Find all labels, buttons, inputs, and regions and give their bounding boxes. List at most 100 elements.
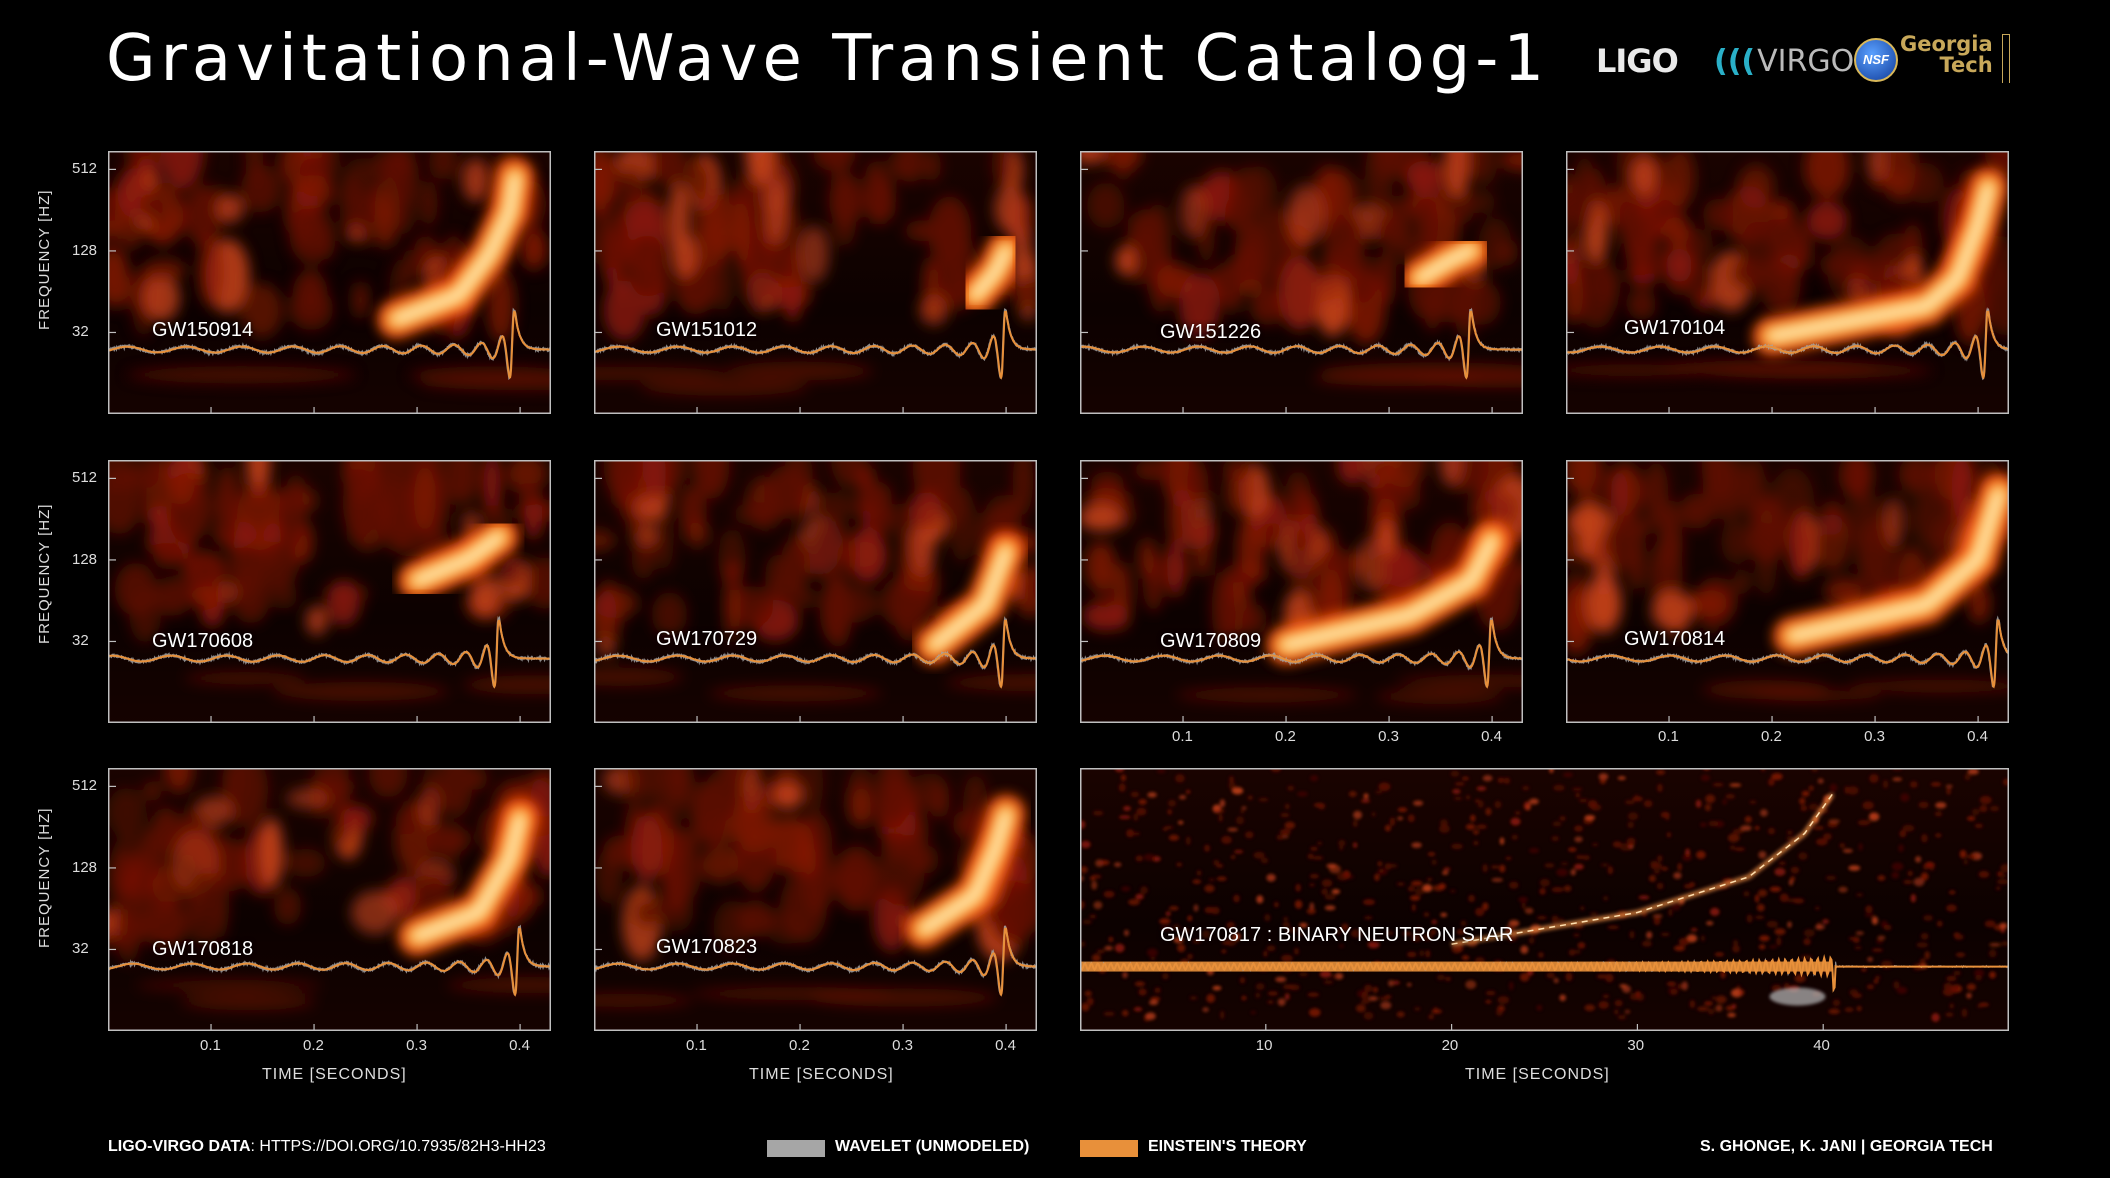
noise-blob [864, 159, 886, 206]
x-axis-title-right: TIME [SECONDS] [1465, 1066, 1610, 1083]
noise-blob [1231, 787, 1244, 795]
noise-blob [1936, 920, 1943, 927]
noise-blob [1397, 816, 1404, 820]
noise-blob [694, 194, 734, 269]
noise-blob [1374, 873, 1380, 881]
event-label: GW151012 [656, 319, 758, 341]
noise-blob [1296, 791, 1308, 797]
noise-blob [1258, 797, 1269, 802]
noise-blob [1520, 945, 1529, 954]
x-tick-label: 0.3 [1864, 728, 1885, 745]
noise-blob [1568, 847, 1577, 852]
spectrogram-panel: GW170814 [1566, 460, 2009, 723]
noise-blob [1187, 953, 1193, 960]
noise-blob [1461, 776, 1469, 781]
footer-data-link[interactable]: : HTTPS://DOI.ORG/10.7935/82H3-HH23 [250, 1138, 546, 1155]
noise-blob [1241, 806, 1247, 810]
noise-blob [1473, 840, 1479, 846]
noise-blob [1337, 460, 1367, 485]
noise-blob [1431, 859, 1437, 866]
noise-blob [1138, 799, 1147, 805]
panel-frame [594, 768, 1037, 1031]
noise-blob [667, 845, 702, 902]
chirp-track [1772, 472, 2009, 657]
noise-blob [1686, 934, 1698, 943]
noise-blob [1920, 872, 1929, 881]
noise-blob [1707, 1008, 1715, 1015]
einstein-waveform [594, 310, 1037, 380]
virgo-logo: (((VIRGO [1714, 44, 1854, 79]
noise-blob [154, 577, 193, 616]
noise-blob [1585, 575, 1622, 634]
noise-band [272, 681, 449, 702]
noise-blob [1080, 840, 1091, 849]
noise-blob [1324, 905, 1336, 911]
noise-blob [1317, 841, 1322, 846]
noise-blob [1875, 975, 1881, 980]
noise-blob [1652, 914, 1663, 919]
noise-blob [1732, 939, 1739, 946]
noise-blob [1779, 893, 1789, 903]
noise-blob [1172, 924, 1181, 931]
noise-blob [1275, 976, 1287, 983]
noise-blob [763, 578, 804, 600]
noise-blob [1575, 792, 1581, 798]
noise-blob [1769, 886, 1782, 892]
chirp-track [1399, 230, 1492, 299]
noise-blob [1580, 906, 1585, 911]
noise-blob [1756, 903, 1765, 912]
virgo-waves-icon: ((( [1714, 44, 1756, 79]
noise-blob [1539, 878, 1551, 887]
noise-blob [811, 492, 857, 522]
noise-blob [1598, 773, 1609, 781]
noise-blob [1842, 460, 1861, 494]
noise-blob [799, 225, 830, 283]
noise-band [180, 993, 316, 1011]
noise-blob [1903, 879, 1913, 885]
noise-blob [1192, 879, 1202, 884]
noise-blob [1228, 781, 1236, 790]
noise-blob [374, 174, 401, 249]
spectrogram-svg [1080, 460, 1523, 723]
noise-blob [1453, 796, 1463, 801]
noise-blob [1700, 935, 1706, 942]
noise-blob [1138, 988, 1147, 996]
noise-blob [293, 174, 335, 210]
noise-blob [1946, 904, 1957, 912]
noise-blob [1892, 777, 1903, 781]
noise-blob [733, 502, 769, 526]
noise-blob [1553, 978, 1559, 984]
noise-blob [1451, 945, 1462, 954]
noise-blob [1133, 812, 1139, 822]
noise-blob [1511, 834, 1519, 840]
y-tick-label: 32 [72, 323, 89, 341]
noise-blob [1284, 821, 1296, 830]
noise-blob [689, 781, 727, 845]
noise-blob [671, 233, 698, 278]
noise-blob [1955, 952, 1966, 957]
noise-blob [1617, 1015, 1627, 1020]
noise-blob [1476, 824, 1488, 829]
noise-blob [1774, 867, 1786, 876]
event-label: GW150914 [152, 319, 254, 341]
noise-blob [1423, 912, 1430, 917]
noise-blob [1371, 216, 1408, 240]
noise-blob [1414, 887, 1425, 896]
noise-blob [1846, 493, 1888, 550]
noise-blob [1310, 846, 1318, 851]
noise-blob [1695, 799, 1702, 808]
noise-blob [1194, 518, 1216, 546]
noise-blob [1746, 914, 1753, 923]
noise-blob [1428, 1014, 1435, 1020]
noise-blob [1485, 807, 1492, 816]
noise-blob [1856, 1005, 1862, 1012]
panel-frame [1566, 460, 2009, 723]
noise-blob [273, 887, 302, 926]
noise-blob [1082, 919, 1093, 925]
noise-blob [1553, 784, 1565, 791]
noise-blob [1096, 949, 1105, 954]
noise-blob [1233, 894, 1240, 903]
noise-blob [1377, 868, 1388, 876]
spectrogram-svg [594, 768, 1037, 1031]
noise-blob [1573, 863, 1584, 870]
